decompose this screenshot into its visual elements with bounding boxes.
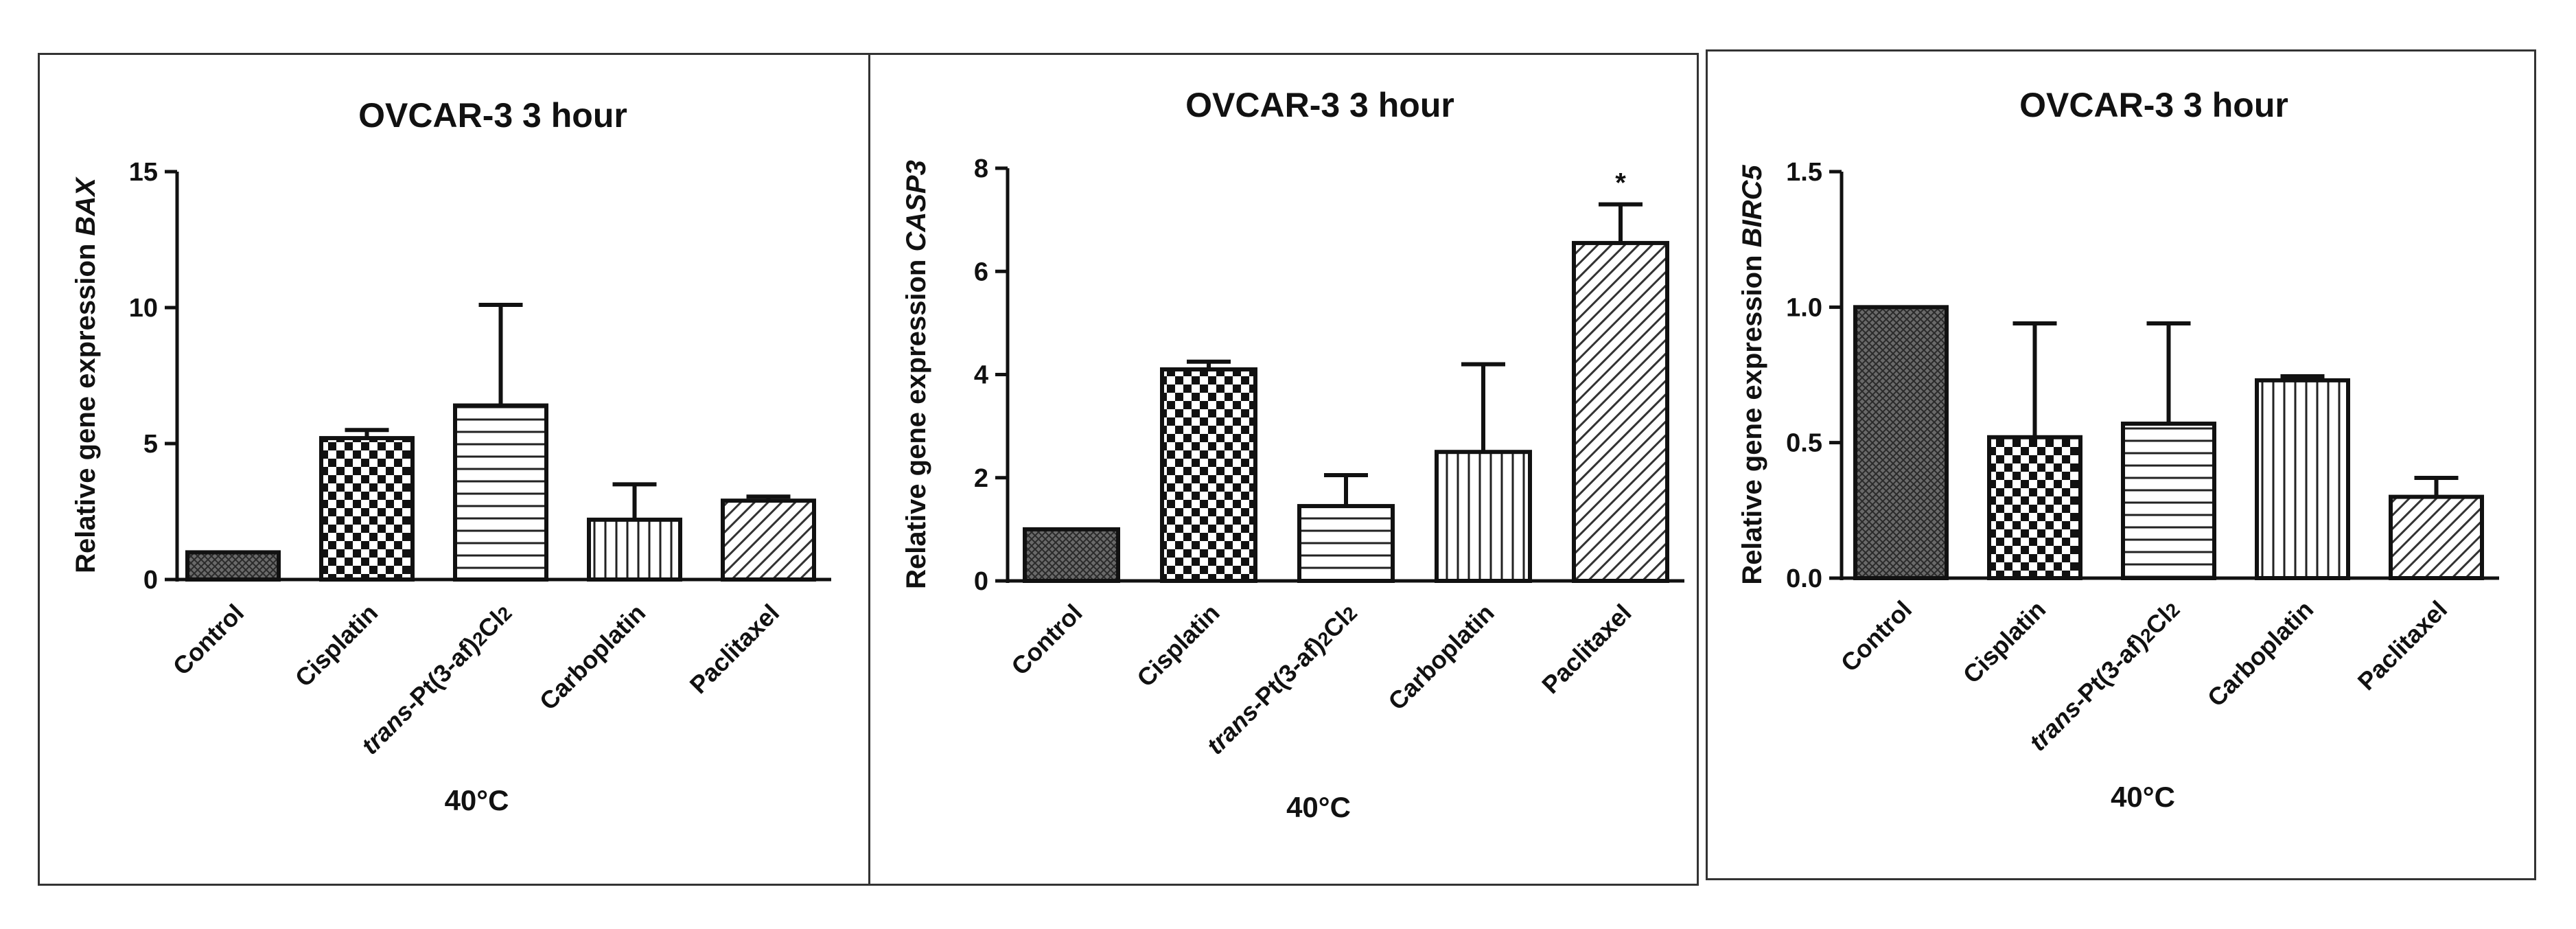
- bar-carboplatin: [587, 517, 682, 582]
- y-tick-label: 8: [974, 154, 988, 183]
- y-tick-label: 2: [974, 464, 988, 493]
- bar-cisplatin: [1987, 435, 2082, 580]
- bar-carboplatin: [2255, 378, 2350, 580]
- x-tick-label: Control: [1835, 595, 1917, 677]
- x-axis-label: 40°C: [1286, 791, 1351, 823]
- y-axis-label-prefix: Relative gene expression: [71, 236, 101, 573]
- bar-control: [1853, 305, 1949, 580]
- y-tick-label: 0: [974, 567, 988, 596]
- x-tick-label: Control: [167, 599, 249, 680]
- x-tick-label: Paclitaxel: [1536, 599, 1636, 699]
- bar-trans-pt-3-af-2cl2: [2121, 422, 2216, 580]
- y-tick-label: 0: [143, 566, 158, 595]
- y-axis-label: Relative gene expression BIRC5: [1737, 165, 1767, 585]
- y-tick-label: 0.0: [1786, 564, 1822, 593]
- x-tick-label: trans-Pt(3-af)2Cl2: [1201, 599, 1362, 760]
- y-axis-label-gene: BIRC5: [1737, 165, 1767, 248]
- y-tick-label: 0.5: [1786, 429, 1822, 458]
- chart-title: OVCAR-3 3 hour: [2019, 86, 2288, 124]
- x-axis-label: 40°C: [2111, 781, 2175, 813]
- x-tick-label: Cisplatin: [1131, 599, 1225, 692]
- x-tick-label: Carboplatin: [534, 599, 651, 715]
- x-tick-label: trans-Pt(3-af)2Cl2: [356, 599, 517, 760]
- bar-paclitaxel: [2389, 494, 2484, 580]
- bar-carboplatin: [1435, 450, 1532, 583]
- y-tick-label: 10: [129, 294, 158, 323]
- x-tick-label: Cisplatin: [1958, 595, 2051, 689]
- x-tick-label: Carboplatin: [1382, 599, 1499, 715]
- chart-panel-birc5: OVCAR-3 3 hour Relative gene expression B…: [1706, 49, 2536, 880]
- chart-svg-bax: OVCAR-3 3 hour Relative gene expression B…: [71, 96, 831, 816]
- significance-marker: *: [1615, 168, 1626, 198]
- bar-trans-pt-3-af-2cl2: [453, 403, 548, 582]
- bar-paclitaxel: [721, 498, 816, 582]
- y-axis-label-gene: CASP3: [901, 160, 931, 251]
- x-tick-label: Paclitaxel: [2352, 595, 2452, 696]
- x-tick-label: trans-Pt(3-af)2Cl2: [2023, 595, 2185, 757]
- chart-svg-casp3: OVCAR-3 3 hour Relative gene expression C…: [901, 86, 1684, 823]
- x-axis-label: 40°C: [445, 784, 509, 816]
- y-axis-label-prefix: Relative gene expression: [1737, 247, 1767, 584]
- chart-panel-bax: OVCAR-3 3 hour Relative gene expression B…: [38, 53, 872, 886]
- bar-paclitaxel: [1572, 240, 1669, 583]
- chart-panel-casp3: OVCAR-3 3 hour Relative gene expression C…: [868, 53, 1699, 886]
- chart-title: OVCAR-3 3 hour: [358, 96, 627, 135]
- bar-trans-pt-3-af-2cl2: [1297, 504, 1395, 583]
- y-axis-label-gene: BAX: [71, 176, 101, 236]
- bar-control: [185, 550, 281, 582]
- y-tick-label: 5: [143, 430, 158, 459]
- y-tick-label: 4: [974, 361, 988, 390]
- bar-cisplatin: [319, 436, 415, 582]
- x-tick-label: Paclitaxel: [684, 599, 785, 699]
- y-axis-label-prefix: Relative gene expression: [901, 252, 931, 589]
- chart-svg-birc5: OVCAR-3 3 hour Relative gene expression B…: [1737, 86, 2499, 813]
- y-tick-label: 6: [974, 257, 988, 286]
- bar-cisplatin: [1160, 367, 1257, 583]
- y-tick-label: 1.5: [1786, 158, 1822, 187]
- x-tick-label: Carboplatin: [2202, 595, 2319, 712]
- y-tick-label: 1.0: [1786, 293, 1822, 322]
- chart-title: OVCAR-3 3 hour: [1185, 86, 1454, 124]
- y-axis-label: Relative gene expression CASP3: [901, 160, 931, 589]
- y-axis-label: Relative gene expression BAX: [71, 176, 101, 573]
- y-tick-label: 15: [129, 158, 158, 187]
- x-tick-label: Cisplatin: [290, 599, 383, 692]
- bar-control: [1023, 527, 1120, 583]
- x-tick-label: Control: [1006, 599, 1087, 680]
